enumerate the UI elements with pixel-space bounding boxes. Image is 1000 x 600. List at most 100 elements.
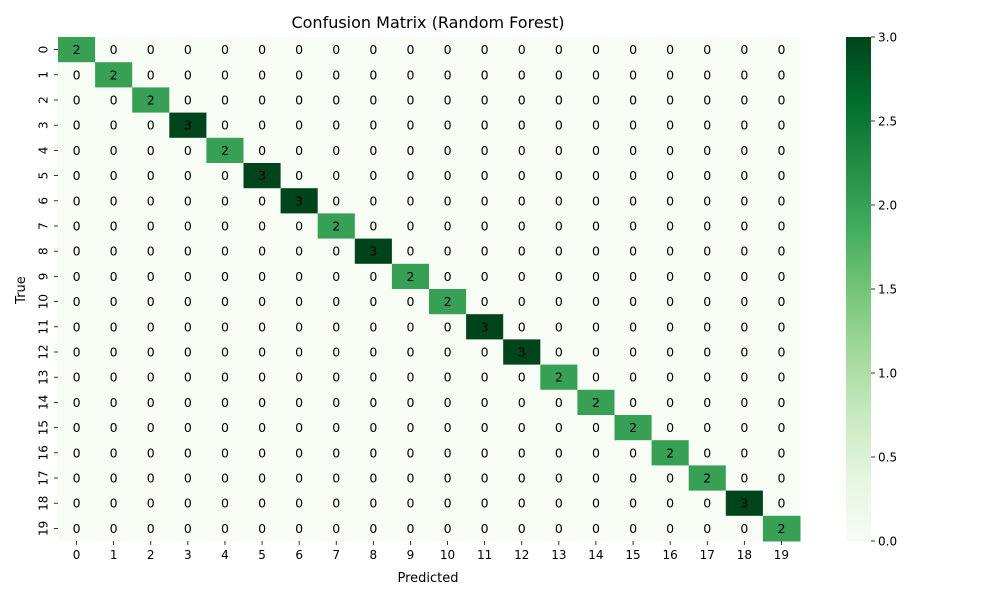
- heatmap-cell-1-4: [206, 62, 244, 88]
- heatmap-cell-1-0: [58, 62, 96, 88]
- cell-value-label: 0: [629, 294, 637, 309]
- heatmap-cell-10-0: [58, 289, 96, 315]
- heatmap-cell-5-9: [391, 163, 430, 189]
- heatmap-cell-7-1: [95, 213, 133, 240]
- heatmap-cell-4-1: [95, 137, 133, 164]
- heatmap-cell-18-10: [429, 490, 467, 517]
- heatmap-cell-12-4: [206, 339, 244, 366]
- heatmap-cell-10-5: [243, 289, 282, 315]
- heatmap-cell-19-3: [169, 515, 207, 542]
- cell-value-label: 0: [295, 244, 303, 259]
- heatmap-cell-7-16: [651, 213, 690, 240]
- cell-value-label: 0: [110, 219, 118, 234]
- heatmap-cell-3-19: [762, 112, 801, 139]
- heatmap-cell-3-11: [466, 112, 504, 139]
- cell-value-label: 0: [73, 395, 81, 410]
- cell-value-label: 0: [73, 67, 81, 82]
- heatmap-cell-8-2: [132, 238, 170, 265]
- cell-value-label: 0: [184, 269, 192, 284]
- cell-value-label: 0: [184, 521, 192, 536]
- cell-value-label: 0: [518, 370, 526, 385]
- heatmap-cell-0-5: [243, 37, 282, 63]
- heatmap-cell-10-4: [206, 289, 244, 315]
- heatmap-cell-7-13: [540, 213, 578, 240]
- heatmap-cell-5-13: [540, 163, 578, 189]
- heatmap-cell-17-15: [614, 465, 653, 492]
- y-tick-label: 1: [37, 71, 51, 79]
- cell-value-label: 0: [369, 67, 377, 82]
- heatmap-cell-16-15: [614, 440, 653, 466]
- heatmap-cell-5-3: [169, 163, 207, 189]
- cell-value-label: 0: [518, 395, 526, 410]
- cell-value-label: 0: [777, 118, 785, 133]
- cell-value-label: 0: [592, 93, 600, 108]
- colorbar-tick-label: 2.0: [878, 199, 897, 213]
- cell-value-label: 0: [444, 143, 452, 158]
- heatmap-cell-18-13: [540, 490, 578, 517]
- heatmap-cell-13-14: [577, 364, 615, 391]
- cell-value-label: 0: [73, 345, 81, 360]
- cell-value-label: 0: [666, 471, 674, 486]
- heatmap-cell-0-7: [317, 37, 356, 63]
- heatmap-cell-13-10: [429, 364, 467, 391]
- heatmap-cell-18-12: [503, 490, 541, 517]
- heatmap-cell-13-16: [651, 364, 690, 391]
- cell-value-label: 0: [666, 93, 674, 108]
- heatmap-cell-8-8: [354, 238, 393, 265]
- cell-value-label: 0: [703, 219, 711, 234]
- heatmap-cell-16-1: [95, 440, 133, 466]
- cell-value-label: 0: [518, 319, 526, 334]
- heatmap-cell-11-3: [169, 314, 207, 340]
- heatmap-cell-17-18: [725, 465, 764, 492]
- heatmap-cell-7-5: [243, 213, 282, 240]
- cell-value-label: 2: [592, 395, 600, 410]
- heatmap-cell-8-16: [651, 238, 690, 265]
- heatmap-cell-9-0: [58, 263, 96, 290]
- heatmap-cell-9-2: [132, 263, 170, 290]
- cell-value-label: 0: [406, 319, 414, 334]
- heatmap-cell-15-5: [243, 415, 282, 441]
- cell-value-label: 0: [777, 193, 785, 208]
- cell-value-label: 0: [73, 471, 81, 486]
- cell-value-label: 0: [444, 168, 452, 183]
- heatmap-cell-19-12: [503, 515, 541, 542]
- heatmap-cell-8-4: [206, 238, 244, 265]
- heatmap-cell-3-14: [577, 112, 615, 139]
- heatmap-cell-17-16: [651, 465, 690, 492]
- heatmap-cell-14-16: [651, 389, 690, 416]
- cell-value-label: 0: [592, 345, 600, 360]
- cell-value-label: 0: [777, 168, 785, 183]
- cell-value-label: 0: [555, 244, 563, 259]
- x-tick-label: 3: [184, 548, 192, 562]
- cell-value-label: 0: [629, 219, 637, 234]
- heatmap-cell-13-0: [58, 364, 96, 391]
- cell-value-label: 0: [777, 395, 785, 410]
- cell-value-label: 0: [406, 345, 414, 360]
- cell-value-label: 0: [184, 471, 192, 486]
- cell-value-label: 0: [629, 67, 637, 82]
- cell-value-label: 0: [258, 269, 266, 284]
- cell-value-label: 0: [110, 420, 118, 435]
- heatmap-cell-1-7: [317, 62, 356, 88]
- cell-value-label: 0: [295, 445, 303, 460]
- cell-value-label: 0: [147, 244, 155, 259]
- heatmap-cell-12-7: [317, 339, 356, 366]
- cell-value-label: 0: [295, 345, 303, 360]
- cell-value-label: 0: [295, 93, 303, 108]
- heatmap-cell-18-14: [577, 490, 615, 517]
- y-tick-label: 17: [37, 470, 51, 485]
- heatmap-cell-1-2: [132, 62, 170, 88]
- cell-value-label: 0: [481, 118, 489, 133]
- heatmap-cell-11-11: [466, 314, 504, 340]
- heatmap-cell-7-17: [688, 213, 727, 240]
- cell-value-label: 0: [518, 420, 526, 435]
- cell-value-label: 0: [481, 193, 489, 208]
- cell-value-label: 0: [555, 496, 563, 511]
- heatmap-cell-18-1: [95, 490, 133, 517]
- cell-value-label: 0: [555, 345, 563, 360]
- cell-value-label: 0: [592, 496, 600, 511]
- cell-value-label: 0: [295, 521, 303, 536]
- x-tick-label: 6: [295, 548, 303, 562]
- cell-value-label: 0: [406, 445, 414, 460]
- heatmap-cell-16-7: [317, 440, 356, 466]
